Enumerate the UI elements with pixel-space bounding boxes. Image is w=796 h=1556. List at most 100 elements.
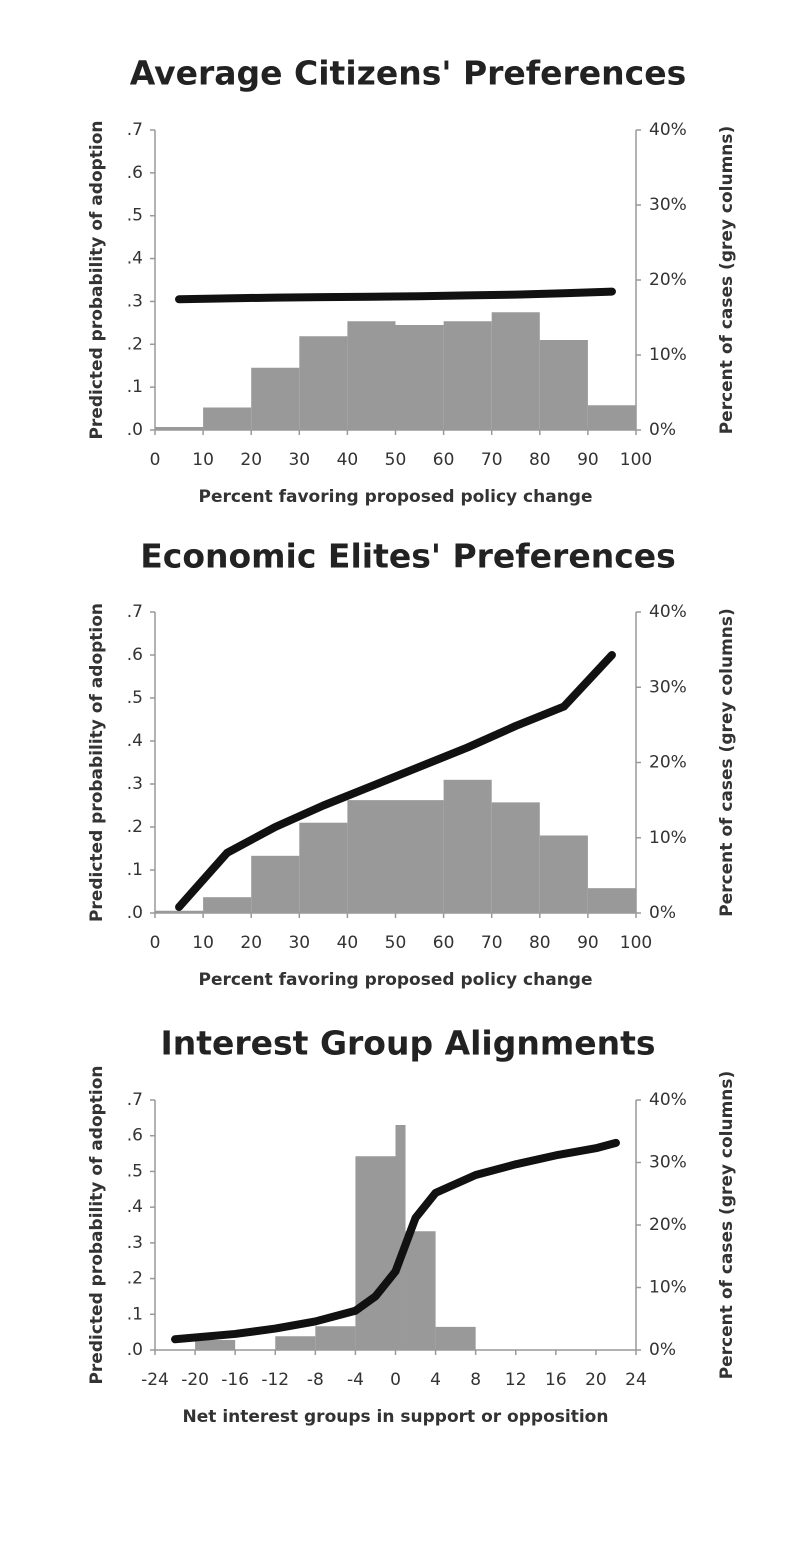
y-tick-label: .2 bbox=[127, 334, 143, 354]
y-tick-label: .4 bbox=[127, 731, 143, 751]
x-axis-label: Net interest groups in support or opposi… bbox=[183, 1407, 609, 1427]
x-tick-label: 100 bbox=[620, 933, 652, 953]
y-tick-label: .6 bbox=[127, 163, 143, 183]
y-axis-label: Predicted probability of adoption bbox=[87, 1065, 107, 1384]
line bbox=[171, 1138, 620, 1344]
y-tick-label: .0 bbox=[127, 420, 143, 440]
y-tick-label: .1 bbox=[127, 1304, 143, 1324]
histogram-bar bbox=[195, 1340, 236, 1350]
chart-title: Economic Elites' Preferences bbox=[140, 537, 676, 576]
y-tick-label: .1 bbox=[127, 860, 143, 880]
histogram-bar bbox=[275, 1336, 316, 1350]
x-tick-label: -16 bbox=[221, 1370, 249, 1390]
x-tick-label: 20 bbox=[585, 1370, 607, 1390]
y-tick-label: .0 bbox=[127, 1340, 143, 1360]
histogram-bar bbox=[443, 779, 492, 913]
x-tick-label: 10 bbox=[192, 933, 214, 953]
histogram-bar bbox=[155, 910, 204, 913]
x-tick-label: 80 bbox=[529, 450, 551, 470]
x-tick-label: -12 bbox=[261, 1370, 289, 1390]
x-tick-label: 90 bbox=[577, 450, 599, 470]
x-tick-label: 16 bbox=[545, 1370, 567, 1390]
y-tick-label: .5 bbox=[127, 688, 143, 708]
y2-axis-label: Percent of cases (grey columns) bbox=[717, 608, 737, 917]
x-tick-label: 70 bbox=[481, 450, 503, 470]
histogram-bar bbox=[587, 888, 636, 913]
y-axis-label: Predicted probability of adoption bbox=[87, 603, 107, 922]
y-tick-label: .2 bbox=[127, 817, 143, 837]
x-tick-label: -20 bbox=[181, 1370, 209, 1390]
y2-tick-label: 40% bbox=[649, 120, 687, 140]
x-tick-label: 40 bbox=[337, 450, 359, 470]
y-tick-label: .0 bbox=[127, 903, 143, 923]
y2-tick-label: 30% bbox=[649, 1153, 687, 1173]
x-tick-label: 40 bbox=[337, 933, 359, 953]
x-tick-label: 4 bbox=[430, 1370, 441, 1390]
x-tick-label: 20 bbox=[240, 933, 262, 953]
histogram-bar bbox=[539, 835, 588, 913]
y2-tick-label: 10% bbox=[649, 828, 687, 848]
y-axis-label: Predicted probability of adoption bbox=[87, 120, 107, 439]
histogram-bar bbox=[395, 1125, 406, 1350]
histogram-bar bbox=[443, 321, 492, 430]
x-tick-label: 12 bbox=[505, 1370, 527, 1390]
histogram-bar bbox=[587, 405, 636, 430]
y2-tick-label: 0% bbox=[649, 1340, 676, 1360]
y-tick-label: .3 bbox=[127, 291, 143, 311]
y-tick-label: .3 bbox=[127, 774, 143, 794]
y-tick-label: .4 bbox=[127, 249, 143, 269]
x-tick-label: 30 bbox=[288, 933, 310, 953]
histogram-bar bbox=[203, 407, 252, 430]
x-tick-label: 50 bbox=[385, 933, 407, 953]
chart-title: Interest Group Alignments bbox=[160, 1024, 655, 1063]
y-tick-label: .7 bbox=[127, 120, 143, 140]
y-tick-label: .7 bbox=[127, 602, 143, 622]
histogram-bar bbox=[435, 1326, 476, 1350]
histogram-bar bbox=[203, 897, 252, 913]
y-tick-label: .6 bbox=[127, 645, 143, 665]
y2-tick-label: 30% bbox=[649, 195, 687, 215]
x-tick-label: 30 bbox=[288, 450, 310, 470]
histogram-bar bbox=[315, 1326, 356, 1350]
x-tick-label: 100 bbox=[620, 450, 652, 470]
y2-tick-label: 40% bbox=[649, 1090, 687, 1110]
x-tick-label: -4 bbox=[347, 1370, 364, 1390]
x-tick-label: 0 bbox=[390, 1370, 401, 1390]
x-tick-label: 70 bbox=[481, 933, 503, 953]
y2-tick-label: 20% bbox=[649, 270, 687, 290]
histogram-bar bbox=[395, 325, 444, 430]
histogram-bar bbox=[251, 367, 300, 430]
x-axis-label: Percent favoring proposed policy change bbox=[198, 970, 592, 990]
y-tick-label: .6 bbox=[127, 1126, 143, 1146]
y2-tick-label: 40% bbox=[649, 602, 687, 622]
x-tick-label: 60 bbox=[433, 933, 455, 953]
y2-axis-label: Percent of cases (grey columns) bbox=[717, 126, 737, 435]
x-axis-label: Percent favoring proposed policy change bbox=[198, 487, 592, 507]
y2-axis-label: Percent of cases (grey columns) bbox=[717, 1071, 737, 1380]
x-tick-label: 60 bbox=[433, 450, 455, 470]
chart-title: Average Citizens' Preferences bbox=[130, 54, 687, 93]
x-tick-label: 90 bbox=[577, 933, 599, 953]
line bbox=[175, 651, 616, 911]
histogram-bar bbox=[155, 427, 204, 430]
y2-tick-label: 30% bbox=[649, 677, 687, 697]
x-tick-label: 20 bbox=[240, 450, 262, 470]
histogram-bar bbox=[299, 822, 348, 913]
y2-tick-label: 0% bbox=[649, 420, 676, 440]
y-tick-label: .2 bbox=[127, 1269, 143, 1289]
x-tick-label: 24 bbox=[625, 1370, 647, 1390]
histogram-bar bbox=[251, 855, 300, 913]
x-tick-label: 8 bbox=[470, 1370, 481, 1390]
line bbox=[175, 287, 616, 304]
histogram-bar bbox=[491, 312, 540, 430]
x-tick-label: 10 bbox=[192, 450, 214, 470]
histogram-bar bbox=[355, 1156, 396, 1350]
histogram-bar bbox=[491, 802, 540, 913]
y-tick-label: .5 bbox=[127, 206, 143, 226]
histogram-bar bbox=[539, 340, 588, 430]
histogram-bar bbox=[347, 800, 396, 913]
x-tick-label: 0 bbox=[150, 933, 161, 953]
histogram-bar bbox=[395, 800, 444, 913]
y2-tick-label: 10% bbox=[649, 1278, 687, 1298]
